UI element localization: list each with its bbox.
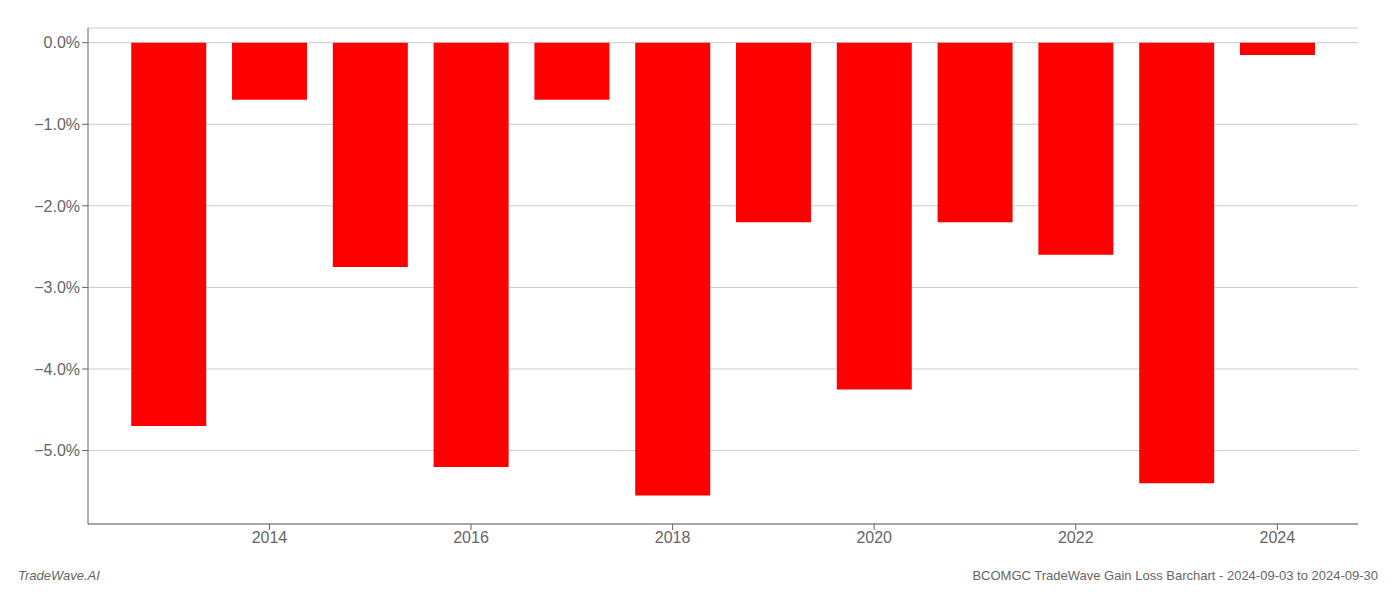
svg-text:2014: 2014 xyxy=(252,529,288,546)
svg-text:2016: 2016 xyxy=(453,529,489,546)
svg-text:−1.0%: −1.0% xyxy=(34,116,80,133)
svg-text:2022: 2022 xyxy=(1058,529,1094,546)
svg-text:−5.0%: −5.0% xyxy=(34,442,80,459)
svg-text:0.0%: 0.0% xyxy=(44,34,80,51)
html-text:TradeWave.AI: TradeWave.AI xyxy=(18,568,100,583)
svg-text:−2.0%: −2.0% xyxy=(34,198,80,215)
svg-text:−3.0%: −3.0% xyxy=(34,279,80,296)
svg-text:−4.0%: −4.0% xyxy=(34,361,80,378)
svg-text:2018: 2018 xyxy=(655,529,691,546)
svg-text:2024: 2024 xyxy=(1260,529,1296,546)
html-text:BCOMGC TradeWave Gain Loss Bar: BCOMGC TradeWave Gain Loss Barchart - 20… xyxy=(972,568,1378,583)
svg-text:2020: 2020 xyxy=(856,529,892,546)
